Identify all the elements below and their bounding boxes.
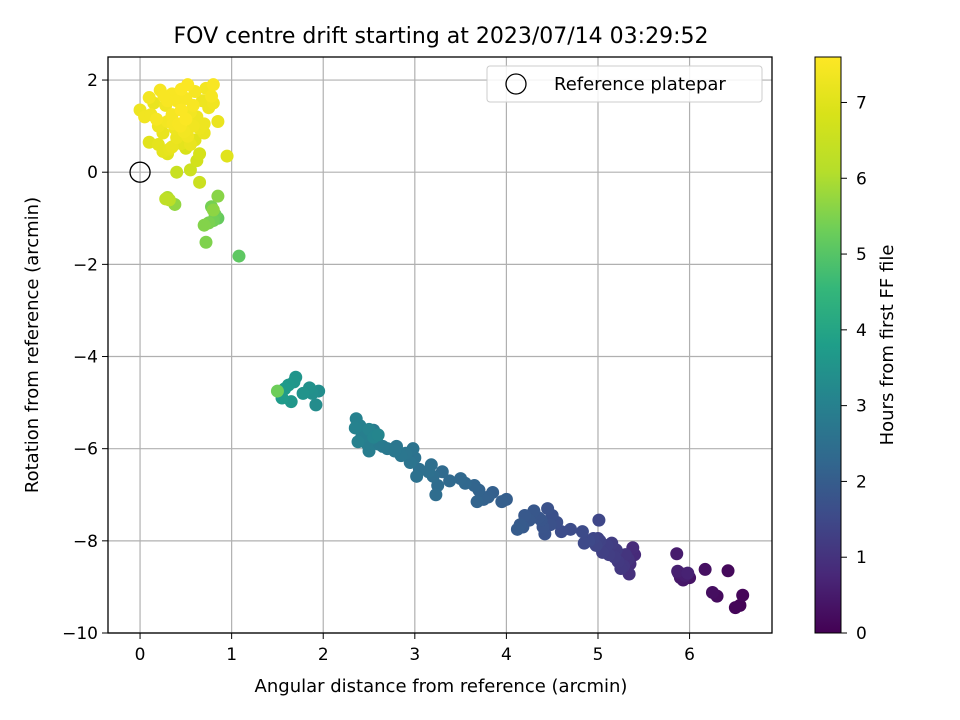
data-point	[429, 488, 442, 501]
legend: Reference platepar	[487, 66, 762, 102]
data-point	[159, 192, 172, 205]
data-point	[541, 502, 554, 515]
colorbar-tick-label: 4	[856, 321, 867, 341]
x-tick-label: 4	[501, 645, 512, 665]
chart-title: FOV centre drift starting at 2023/07/14 …	[174, 24, 709, 49]
data-point	[193, 147, 206, 160]
data-point	[511, 523, 524, 536]
data-point	[181, 78, 194, 91]
data-point	[205, 90, 218, 103]
y-tick-label: 2	[87, 71, 98, 91]
data-point	[198, 219, 211, 232]
data-point	[297, 387, 310, 400]
data-point	[454, 472, 467, 485]
colorbar-tick-label: 0	[856, 624, 867, 644]
y-tick-label: −2	[73, 255, 98, 275]
data-point	[681, 567, 694, 580]
x-tick-label: 2	[318, 645, 329, 665]
data-point	[199, 236, 212, 249]
data-point	[179, 113, 192, 126]
data-point	[410, 470, 423, 483]
colorbar-tick-label: 5	[856, 245, 867, 265]
data-point	[309, 398, 322, 411]
colorbar-tick-label: 1	[856, 548, 867, 568]
data-point	[198, 117, 211, 130]
colorbar-tick-label: 7	[856, 93, 867, 113]
colorbar-tick-label: 6	[856, 169, 867, 189]
data-point	[221, 150, 234, 163]
data-point	[211, 115, 224, 128]
data-point	[143, 91, 156, 104]
x-tick-label: 0	[135, 645, 146, 665]
x-tick-label: 6	[684, 645, 695, 665]
data-point	[352, 435, 365, 448]
colorbar-label: Hours from first FF file	[877, 245, 898, 446]
data-point	[592, 514, 605, 527]
x-tick-label: 1	[226, 645, 237, 665]
data-point	[495, 495, 508, 508]
data-point	[372, 428, 385, 441]
data-point	[271, 385, 284, 398]
data-point	[722, 564, 735, 577]
data-point	[699, 563, 712, 576]
y-tick-label: −4	[73, 348, 98, 368]
data-point	[170, 166, 183, 179]
colorbar-tick-label: 3	[856, 397, 867, 417]
data-point	[211, 190, 224, 203]
data-point	[232, 250, 245, 263]
data-point	[576, 525, 589, 538]
data-point	[670, 547, 683, 560]
y-tick-label: −6	[73, 440, 98, 460]
x-tick-label: 3	[409, 645, 420, 665]
y-axis-label: Rotation from reference (arcmin)	[22, 197, 43, 493]
x-tick-label: 5	[593, 645, 604, 665]
data-point	[157, 90, 170, 103]
data-point	[578, 537, 591, 550]
data-point	[729, 601, 742, 614]
data-point	[706, 586, 719, 599]
colorbar-tick-label: 2	[856, 472, 867, 492]
data-point	[207, 203, 220, 216]
y-tick-label: 0	[87, 163, 98, 183]
y-tick-label: −10	[62, 624, 98, 644]
y-tick-label: −8	[73, 532, 98, 552]
data-point	[207, 78, 220, 91]
data-point	[349, 421, 362, 434]
data-point	[187, 99, 200, 112]
data-point	[150, 113, 163, 126]
drift-scatter-chart: FOV centre drift starting at 2023/07/14 …	[0, 0, 960, 720]
data-point	[193, 176, 206, 189]
data-point	[471, 495, 484, 508]
legend-entry-reference: Reference platepar	[554, 74, 726, 95]
x-axis-label: Angular distance from reference (arcmin)	[255, 676, 628, 697]
colorbar-gradient	[815, 57, 841, 633]
data-point	[736, 589, 749, 602]
